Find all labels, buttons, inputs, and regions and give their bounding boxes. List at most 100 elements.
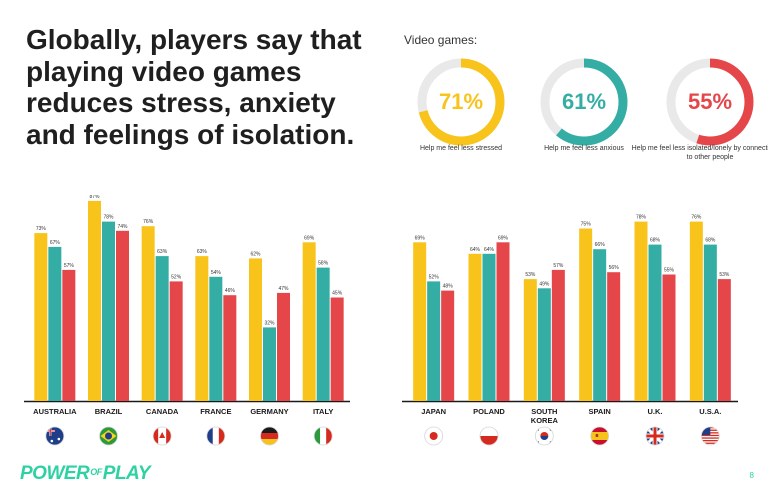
bar-japan-0 <box>413 242 427 401</box>
data-label: 76% <box>691 215 702 221</box>
flag-south-korea-icon <box>534 426 554 446</box>
data-label: 69% <box>498 235 509 241</box>
flag-japan-icon <box>424 426 444 446</box>
data-label: 55% <box>664 268 675 274</box>
data-label: 87% <box>89 195 100 200</box>
donut-ring <box>417 58 505 146</box>
donut-value: 55% <box>687 89 733 114</box>
data-label: 32% <box>264 320 275 326</box>
data-label: 73% <box>36 226 47 232</box>
data-label: 69% <box>304 235 315 241</box>
logo-of: OF <box>90 467 102 477</box>
donut-caption: Help me feel less stressed <box>419 145 503 152</box>
donut-ring <box>540 58 628 146</box>
donut-caption: Help me feel less anxious <box>544 145 624 152</box>
bar-italy-0 <box>302 242 316 401</box>
flag-canada-icon <box>152 426 172 446</box>
category-label: AUSTRALIA <box>33 407 77 416</box>
page-number: 8 <box>749 471 754 480</box>
data-label: 58% <box>318 261 329 267</box>
category-label: ITALY <box>313 407 333 416</box>
bar-germany-1 <box>263 327 276 401</box>
bar-canada-1 <box>155 256 169 401</box>
bar-south-korea-0 <box>523 279 537 401</box>
data-label: 68% <box>650 238 661 244</box>
bar-chart-left: 73% 67% 57% AUSTRALIA 87% 78% 74% BRAZIL 76% 63% 5… <box>24 195 354 455</box>
page-title: Globally, players say that playing video… <box>26 24 362 150</box>
data-label: 76% <box>143 219 154 225</box>
bar-germany-2 <box>277 292 290 401</box>
donut-value: 71% <box>438 89 484 114</box>
bar-france-1 <box>209 276 223 401</box>
bar-italy-1 <box>316 267 330 401</box>
bar-brazil-0 <box>88 200 101 401</box>
donut-anxious: 61% <box>538 56 630 148</box>
data-label: 78% <box>636 215 647 221</box>
data-label: 49% <box>539 281 550 287</box>
flag-poland-icon <box>479 426 499 446</box>
data-label: 63% <box>197 249 208 255</box>
bar-brazil-1 <box>102 221 115 401</box>
data-label: 54% <box>211 270 222 276</box>
bar-south-korea-2 <box>551 269 565 401</box>
bar-canada-0 <box>141 226 155 401</box>
data-label: 69% <box>415 235 426 241</box>
category-label: SOUTH <box>531 407 557 416</box>
bar-u-k--1 <box>648 244 662 401</box>
flag-australia-icon <box>45 426 65 446</box>
donut-arc <box>417 58 505 146</box>
bar-poland-0 <box>468 253 482 401</box>
bar-chart-right: 69% 52% 48% JAPAN 64% 64% 69% POLAND 53% 49% 57% SO… <box>402 195 742 455</box>
donut-isolated: 55% <box>664 56 756 148</box>
bar-u-k--0 <box>634 221 648 401</box>
bar-poland-1 <box>482 253 496 401</box>
flag-uk-icon <box>645 426 665 446</box>
data-label: 62% <box>250 251 261 257</box>
category-label: BRAZIL <box>95 407 123 416</box>
bar-u-s-a--2 <box>717 279 731 401</box>
data-label: 68% <box>705 238 716 244</box>
donut-ring <box>666 58 754 146</box>
data-label: 53% <box>525 272 536 278</box>
flag-italy-icon <box>313 426 333 446</box>
bar-south-korea-1 <box>537 288 551 401</box>
flag-brazil-icon <box>99 426 118 446</box>
category-label: FRANCE <box>200 407 231 416</box>
data-label: 53% <box>719 272 730 278</box>
data-label: 45% <box>332 291 343 297</box>
category-label: U.K. <box>648 407 663 416</box>
bar-australia-1 <box>48 246 62 401</box>
bar-u-s-a--1 <box>703 244 717 401</box>
data-label: 78% <box>103 215 114 221</box>
data-label: 48% <box>443 284 454 290</box>
logo-play: PLAY <box>102 463 151 484</box>
bar-u-s-a--0 <box>689 221 703 401</box>
power-of-play-logo: POWEROFPLAY <box>20 463 151 485</box>
category-label: SPAIN <box>588 407 610 416</box>
bar-italy-2 <box>330 297 344 401</box>
donut-caption: Help me feel less isolated/lonely by con… <box>631 145 768 161</box>
category-label: KOREA <box>531 416 559 425</box>
bar-germany-0 <box>249 258 262 401</box>
flag-usa-icon <box>700 426 720 446</box>
category-label: GERMANY <box>250 407 288 416</box>
data-label: 75% <box>581 222 592 228</box>
data-label: 52% <box>429 274 440 280</box>
category-label: CANADA <box>146 407 179 416</box>
bar-australia-2 <box>62 269 76 401</box>
data-label: 74% <box>117 224 128 230</box>
donut-arc <box>540 58 628 146</box>
data-label: 64% <box>484 247 495 253</box>
logo-power: POWER <box>20 463 90 484</box>
bar-spain-1 <box>593 249 607 401</box>
bar-u-k--2 <box>662 274 676 401</box>
donut-value: 61% <box>561 89 607 114</box>
data-label: 57% <box>553 263 564 269</box>
flag-germany-icon <box>260 426 279 446</box>
category-label: JAPAN <box>421 407 446 416</box>
donut-stressed: 71% <box>415 56 507 148</box>
bar-spain-0 <box>579 228 593 401</box>
flag-spain-icon <box>590 426 610 446</box>
bar-poland-2 <box>496 242 510 401</box>
